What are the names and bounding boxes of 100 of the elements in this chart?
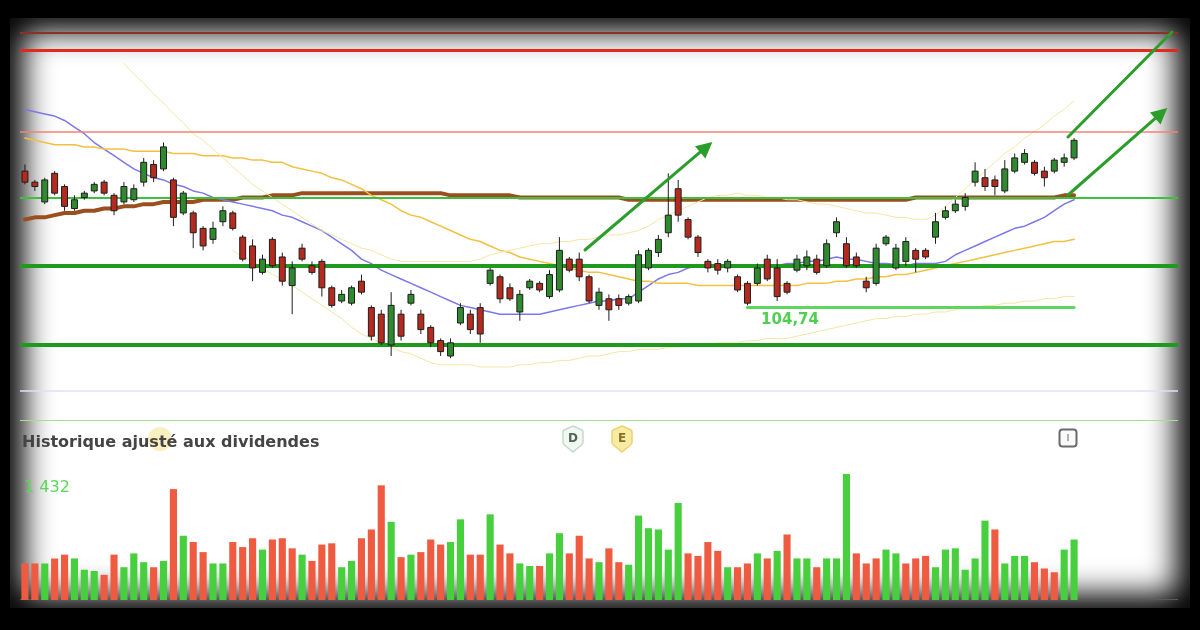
bar (753, 553, 761, 600)
candlestick (971, 161, 979, 188)
candlestick (120, 181, 128, 205)
candlestick (348, 285, 356, 306)
candlestick (763, 254, 771, 282)
bar (743, 563, 752, 600)
candlestick (1040, 166, 1048, 188)
annotation: 1 432 (24, 477, 70, 496)
candlestick (140, 157, 148, 188)
bar (427, 539, 435, 600)
bar (1070, 539, 1078, 600)
bar (219, 563, 227, 600)
bar (288, 548, 296, 600)
bar (258, 549, 267, 600)
candlestick (902, 236, 910, 267)
bar (357, 538, 366, 600)
bar (41, 563, 49, 600)
candlestick (842, 236, 850, 269)
bar (635, 515, 643, 600)
bar (842, 474, 850, 600)
bar (437, 544, 445, 600)
bar (536, 565, 544, 600)
bar (862, 563, 870, 600)
bar (367, 529, 375, 600)
annotation: 104,74 (761, 309, 819, 328)
bar (229, 542, 237, 600)
candlestick (1001, 159, 1009, 194)
candlestick (654, 234, 662, 258)
candlestick (189, 210, 197, 249)
bar (684, 553, 692, 600)
candlestick (645, 247, 652, 271)
bar (694, 555, 702, 600)
bar (991, 529, 999, 600)
bar (961, 569, 969, 600)
candlestick (456, 302, 464, 326)
text: D (567, 431, 579, 445)
bar (446, 542, 455, 600)
bar (674, 502, 682, 600)
bar (644, 528, 653, 600)
bar (150, 567, 158, 600)
bar (1021, 555, 1029, 600)
bar (189, 542, 197, 600)
candlestick (397, 309, 405, 342)
candlestick (417, 309, 425, 335)
bar (496, 544, 504, 600)
candlestick (61, 183, 69, 212)
candlestick (743, 280, 751, 306)
bar (793, 558, 801, 600)
bar (1050, 572, 1058, 600)
bar (813, 567, 821, 600)
candlestick (328, 285, 336, 309)
bar (832, 558, 841, 600)
candlestick (357, 274, 365, 295)
bar (526, 565, 534, 600)
bar (130, 553, 138, 600)
bar (615, 562, 623, 600)
bar (981, 520, 989, 600)
bar (912, 558, 920, 600)
candlestick (249, 238, 257, 282)
bar (823, 558, 831, 600)
bar (110, 554, 118, 600)
bar (734, 567, 742, 600)
candlestick (803, 249, 811, 271)
bar (882, 549, 890, 600)
bar (407, 554, 415, 600)
bar (664, 549, 672, 600)
candlestick (1011, 153, 1019, 174)
text: E (616, 431, 628, 445)
bar (516, 563, 524, 600)
bar (318, 544, 326, 600)
bar (249, 538, 257, 600)
bar (1011, 555, 1019, 600)
bar (585, 558, 593, 600)
candlestick (447, 337, 455, 359)
candlestick (209, 221, 217, 245)
bar (565, 553, 573, 600)
bar (555, 533, 563, 600)
bar (971, 558, 979, 600)
bar (951, 548, 959, 600)
candlestick (892, 243, 900, 271)
candlestick (546, 269, 553, 300)
bar (466, 554, 474, 600)
bar (704, 542, 712, 600)
bar (308, 560, 316, 600)
bar (605, 548, 613, 600)
candlestick (466, 309, 474, 335)
bar (892, 553, 900, 600)
candlestick (110, 192, 118, 216)
bar (783, 534, 791, 600)
bar (456, 519, 464, 600)
candlestick (1070, 137, 1078, 161)
bar (70, 558, 78, 600)
bar (100, 574, 108, 600)
bar (209, 563, 217, 600)
candlestick (932, 212, 939, 245)
candlestick (575, 252, 583, 282)
bar (506, 553, 514, 600)
bar (268, 539, 276, 600)
candlestick (605, 293, 613, 322)
candlestick (179, 190, 187, 216)
